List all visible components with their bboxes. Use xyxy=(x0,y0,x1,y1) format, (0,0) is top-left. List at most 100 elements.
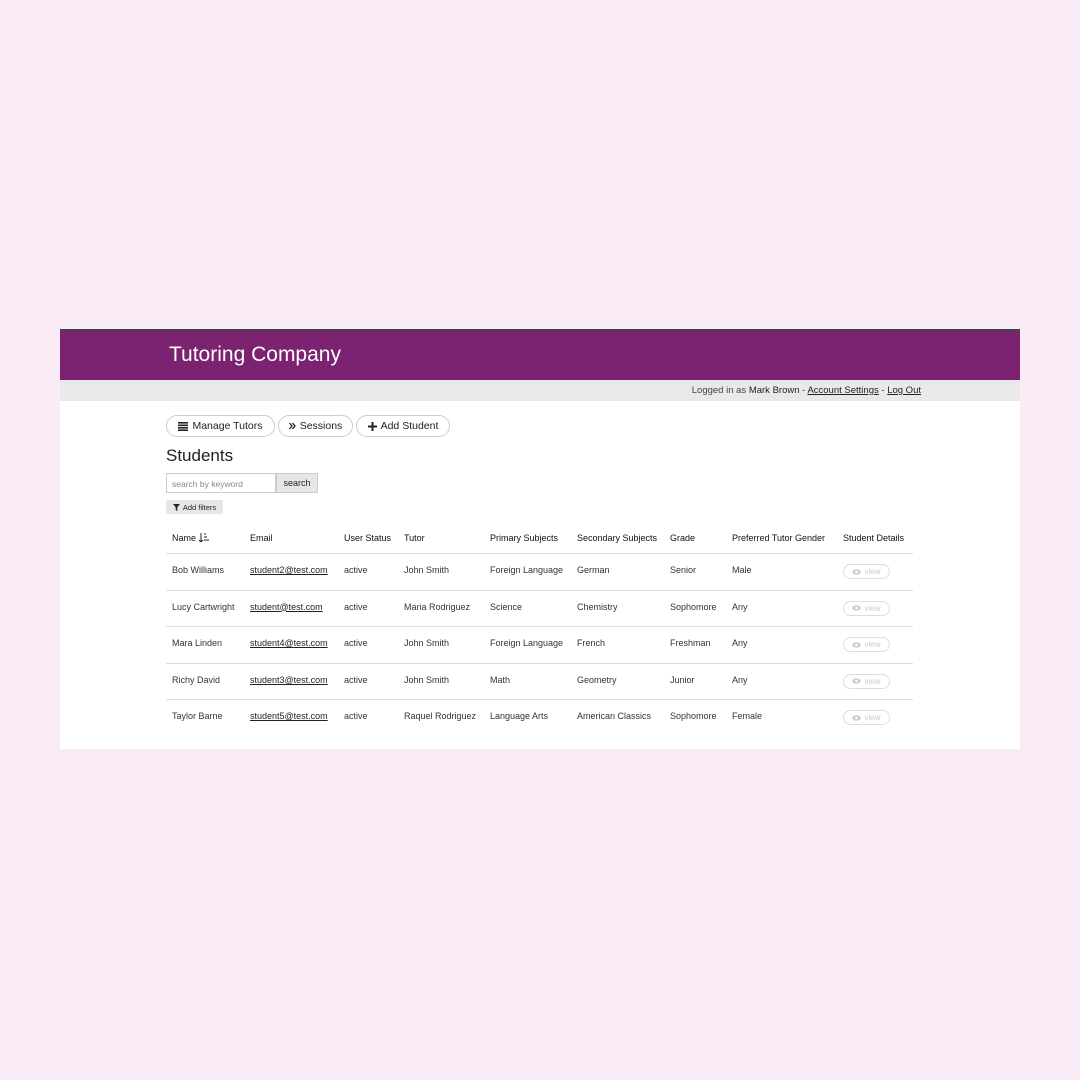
email-link[interactable]: student5@test.com xyxy=(250,711,328,722)
table-cell: American Classics xyxy=(577,711,652,722)
button-label: Manage Tutors xyxy=(192,420,263,432)
list-icon xyxy=(178,421,189,431)
view-button[interactable]: view xyxy=(843,673,890,689)
column-header-label: Student Details xyxy=(843,533,905,543)
view-button[interactable]: view xyxy=(843,600,890,616)
table-cell: Sophomore xyxy=(670,711,717,722)
table-cell: Lucy Cartwright xyxy=(172,601,235,612)
manage-tutors-button[interactable]: Manage Tutors xyxy=(166,415,275,437)
table-cell: Richy David xyxy=(172,674,221,685)
column-header: Preferred Tutor Gender xyxy=(732,533,825,543)
eye-icon xyxy=(852,678,862,684)
log-out-link[interactable]: Log Out xyxy=(887,385,921,396)
table-cell: Foreign Language xyxy=(490,638,564,649)
column-header: Student Details xyxy=(843,533,904,543)
table-cell: John Smith xyxy=(404,638,450,649)
eye-icon xyxy=(852,715,862,721)
top-bar xyxy=(60,331,1020,380)
row-divider xyxy=(166,589,913,591)
eye-icon xyxy=(852,568,862,575)
column-header: Secondary Subjects xyxy=(577,533,657,543)
add-student-button[interactable]: Add Student xyxy=(356,415,450,437)
separator: - xyxy=(802,385,806,396)
eye-icon xyxy=(852,641,862,648)
table-cell: active xyxy=(344,638,368,649)
table-cell: Geometry xyxy=(577,674,617,685)
table-cell: Math xyxy=(490,674,511,685)
view-button[interactable]: view xyxy=(843,564,890,579)
table-cell: Mara Linden xyxy=(172,638,223,649)
column-header-label: Email xyxy=(250,533,273,543)
table-cell: Raquel Rodriguez xyxy=(404,711,477,722)
table-cell: John Smith xyxy=(404,674,450,685)
view-button[interactable]: view xyxy=(843,637,890,653)
plus-icon xyxy=(367,421,377,431)
table-cell: Junior xyxy=(670,674,695,685)
column-header: Email xyxy=(250,533,273,543)
table-cell: active xyxy=(344,601,368,612)
row-divider xyxy=(166,662,913,664)
table-cell: French xyxy=(577,638,606,649)
view-label: view xyxy=(864,676,881,686)
view-label: view xyxy=(864,640,881,650)
column-header-label: User Status xyxy=(344,533,392,543)
eye-icon xyxy=(852,605,862,611)
table-cell: Taylor Barne xyxy=(172,711,223,722)
view-label: view xyxy=(864,567,881,576)
user-bar xyxy=(60,380,1020,401)
chevrons-icon xyxy=(288,422,296,430)
column-header: User Status xyxy=(344,533,391,543)
button-label: Add filters xyxy=(182,502,217,512)
table-cell: Sophomore xyxy=(670,601,717,612)
separator: - xyxy=(881,385,885,396)
email-link[interactable]: student3@test.com xyxy=(250,674,328,685)
section-title: Students xyxy=(166,446,234,465)
table-cell: active xyxy=(344,711,368,722)
table-cell: Freshman xyxy=(670,638,711,649)
table-cell: Language Arts xyxy=(490,711,549,722)
row-divider xyxy=(166,553,913,554)
column-header: Grade xyxy=(670,533,695,543)
table-cell: Maria Rodriguez xyxy=(404,601,471,612)
view-button[interactable]: view xyxy=(843,710,890,726)
search-input[interactable]: search by keyword xyxy=(166,473,276,493)
table-cell: Female xyxy=(732,711,763,722)
table-cell: German xyxy=(577,565,610,575)
table-cell: Foreign Language xyxy=(490,565,564,575)
column-header-label: Tutor xyxy=(404,533,425,543)
view-label: view xyxy=(864,713,881,723)
filter-icon xyxy=(172,503,180,511)
account-settings-link[interactable]: Account Settings xyxy=(807,385,879,396)
row-divider xyxy=(166,626,913,628)
column-header: Name xyxy=(172,533,210,543)
table-cell: Senior xyxy=(670,565,697,575)
table-cell: Science xyxy=(490,601,523,612)
user-name: Mark Brown xyxy=(748,385,800,396)
table-cell: Bob Williams xyxy=(172,565,225,575)
row-divider xyxy=(166,699,913,701)
table-cell: Any xyxy=(732,638,748,649)
add-filters-button[interactable]: Add filters xyxy=(166,500,223,514)
table-cell: Any xyxy=(732,674,748,685)
email-link[interactable]: student4@test.com xyxy=(250,638,328,649)
button-label: Add Student xyxy=(380,420,439,432)
app-title: Tutoring Company xyxy=(169,343,341,366)
column-header: Tutor xyxy=(404,533,425,543)
table-cell: Chemistry xyxy=(577,601,618,612)
table-cell: active xyxy=(344,565,368,575)
button-label: Sessions xyxy=(299,420,343,432)
column-header-label: Grade xyxy=(670,533,696,543)
column-header-label: Name xyxy=(172,533,197,543)
email-link[interactable]: student2@test.com xyxy=(250,565,328,575)
sort-icon[interactable] xyxy=(198,533,210,543)
email-link[interactable]: student@test.com xyxy=(250,601,323,612)
table-cell: Male xyxy=(732,565,752,575)
view-label: view xyxy=(864,603,881,613)
sessions-button[interactable]: Sessions xyxy=(278,415,353,437)
search-button[interactable]: search xyxy=(276,473,318,493)
table-cell: active xyxy=(344,674,368,685)
user-prefix: Logged in as xyxy=(691,385,747,396)
user-info: Logged in as Mark Brown - Account Settin… xyxy=(692,385,921,396)
table-cell: Any xyxy=(732,601,748,612)
